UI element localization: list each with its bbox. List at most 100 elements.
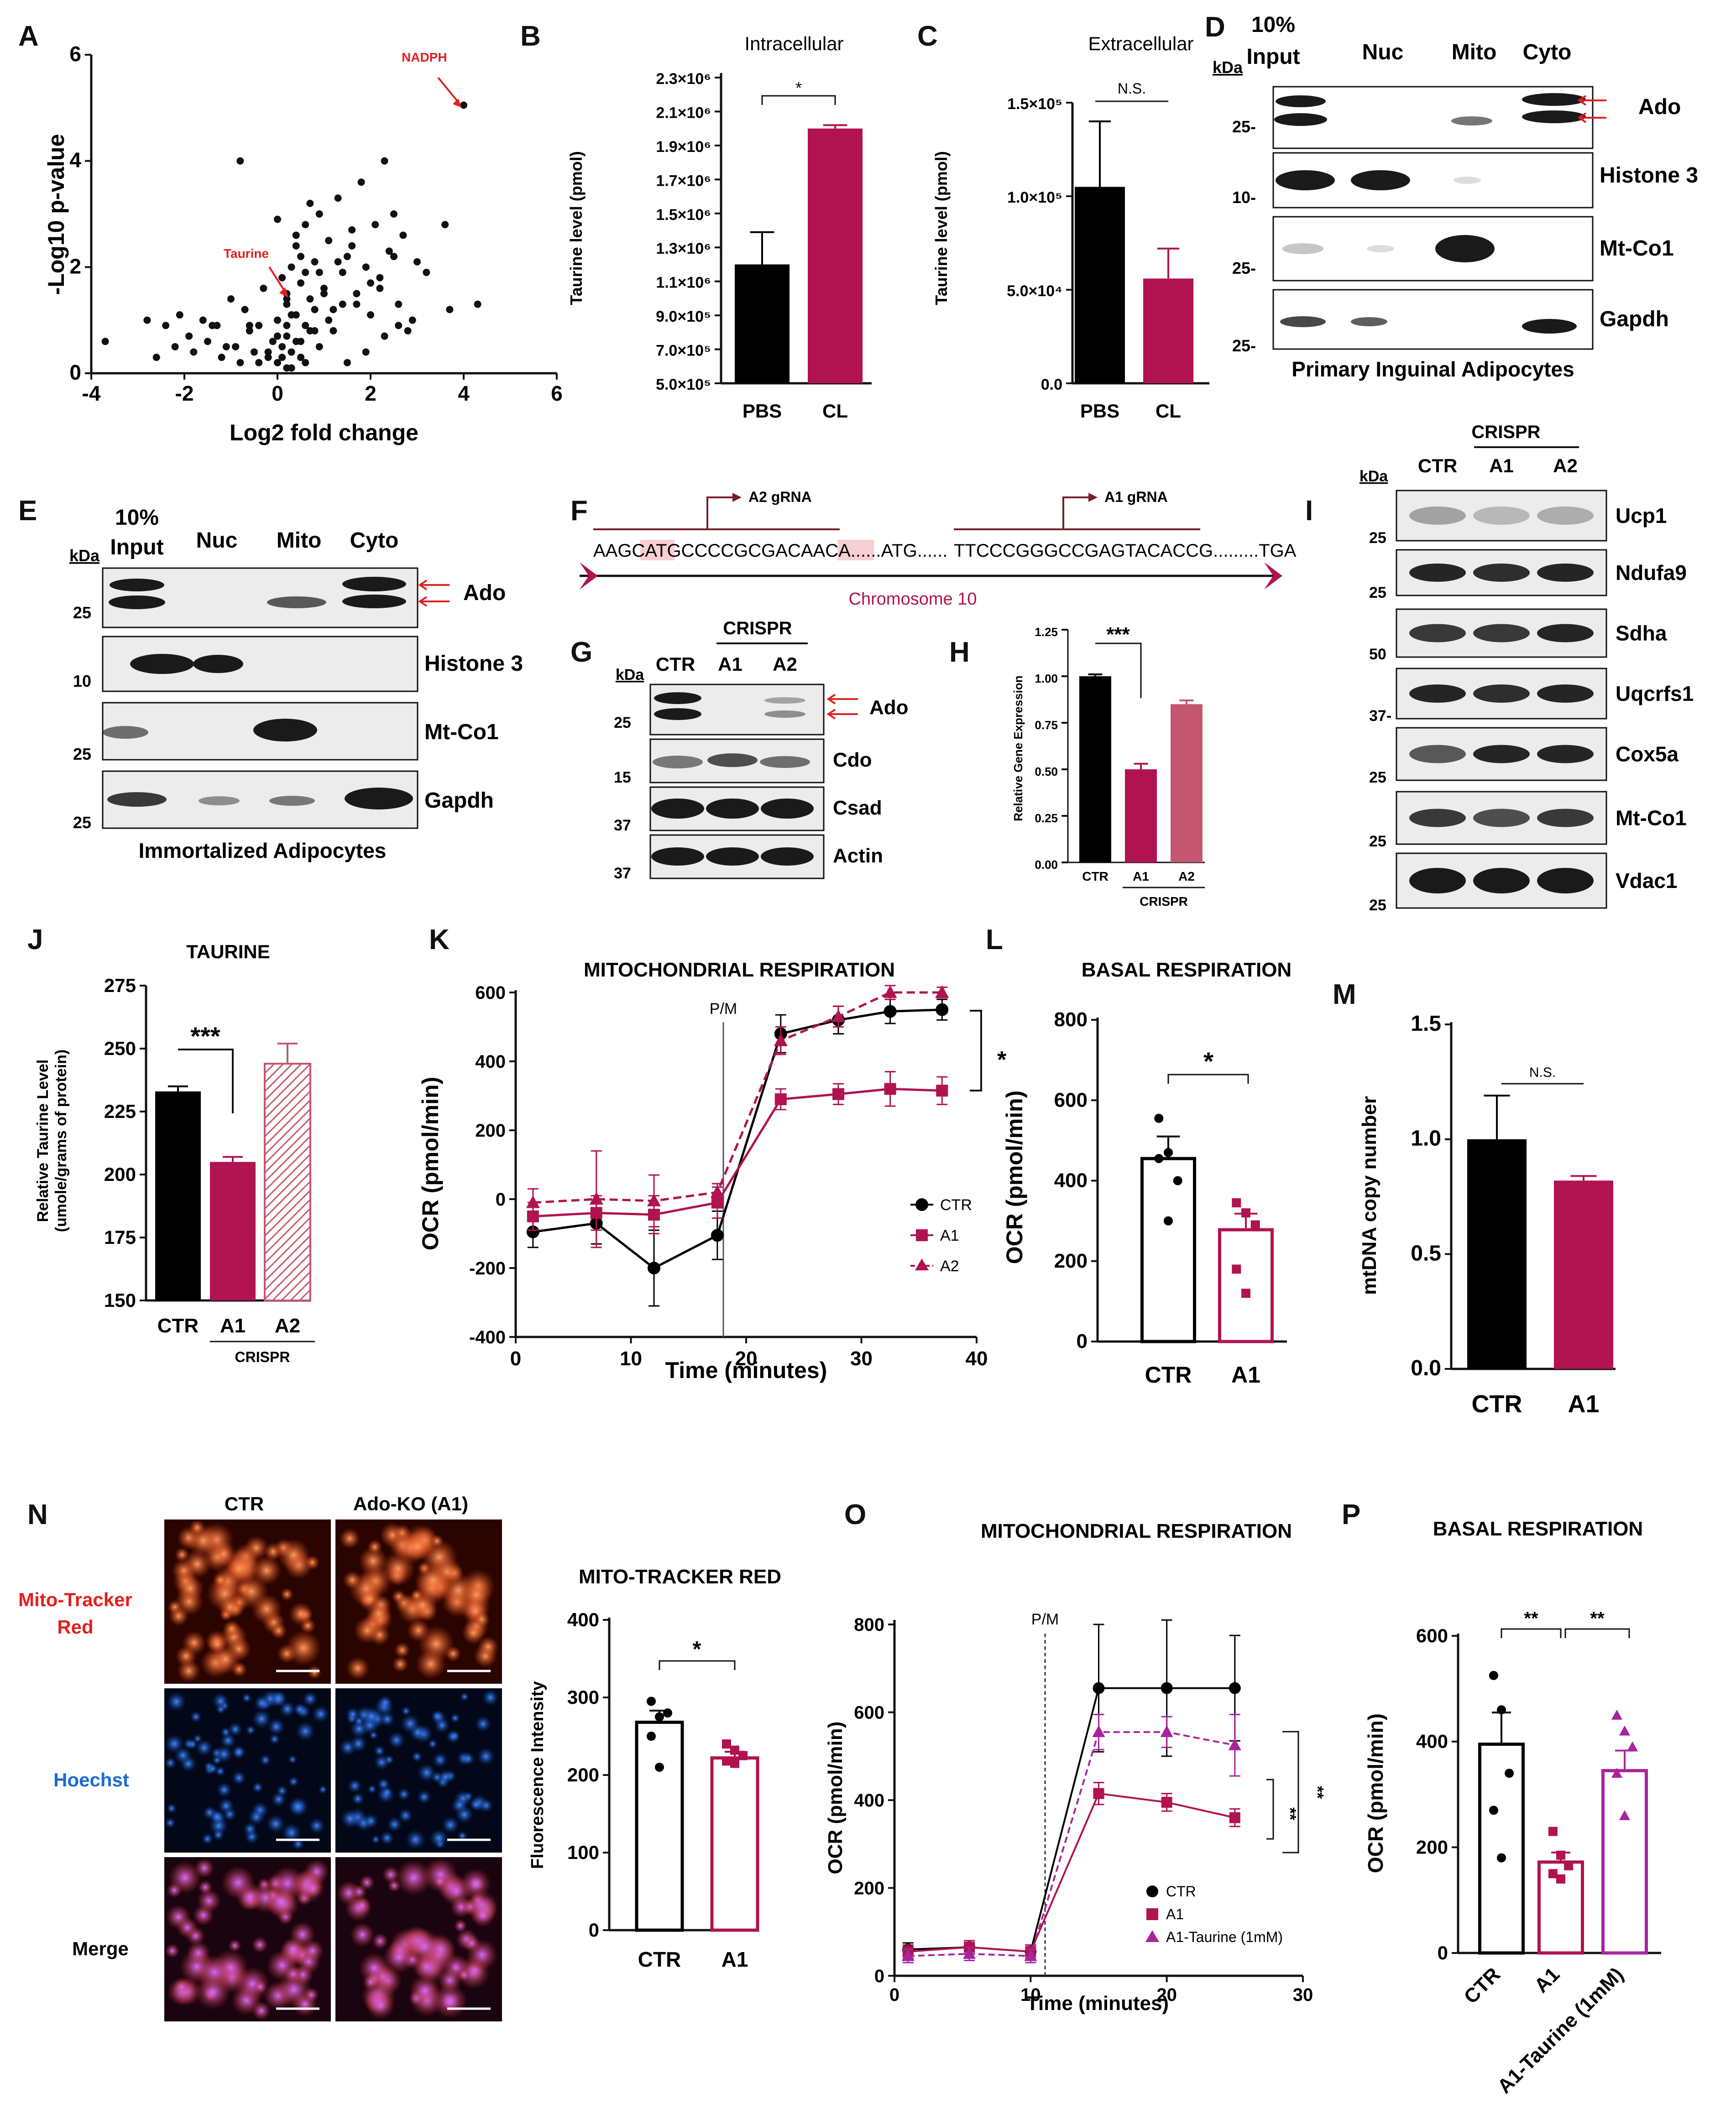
band (1409, 745, 1466, 763)
panel-k-title: MITOCHONDRIAL RESPIRATION (584, 959, 895, 981)
panel-h: 0.00 0.25 0.50 0.75 1.00 1.25 Relative Gene E… (1011, 623, 1205, 908)
panel-h-cat-a1: A1 (1133, 869, 1149, 883)
panel-e-row-histone3: Histone 3 (424, 652, 523, 676)
cell (432, 1983, 467, 2019)
panel-n-ytick-label: 300 (567, 1686, 599, 1708)
panel-n-title: MITO-TRACKER RED (579, 1566, 781, 1588)
volcano-point (199, 316, 207, 324)
cell (270, 1623, 287, 1639)
panel-p-ytick-label: 400 (1416, 1731, 1448, 1752)
volcano-point (274, 359, 281, 366)
cell (207, 1763, 218, 1775)
band (345, 788, 413, 809)
panel-c-bar (1143, 278, 1193, 383)
cell (387, 1817, 403, 1833)
band (1537, 624, 1594, 642)
panel-n-point (655, 1712, 664, 1722)
panel-l-cat-ctr: CTR (1145, 1362, 1192, 1388)
panel-k-xtick-label: 40 (966, 1347, 988, 1370)
cell (460, 1868, 492, 1900)
band (1409, 506, 1466, 525)
volcano-point (283, 322, 291, 329)
cell (212, 1829, 225, 1841)
panel-j-bar (264, 1063, 311, 1302)
panel-j-ytick-label: 150 (104, 1290, 136, 1311)
cell (195, 1739, 213, 1757)
panel-n-point (730, 1745, 739, 1755)
band (1473, 868, 1530, 893)
panel-g-kda: kDa (616, 666, 644, 684)
panel-b-bar (808, 128, 863, 384)
panel-h-crispr: CRISPR (1140, 894, 1188, 908)
cell (428, 1739, 438, 1749)
panel-i-kda: kDa (1360, 468, 1388, 485)
panel-j: TAURINE 150 175 200 225 250 275 Relative Taur… (34, 941, 315, 1365)
panel-d-kda: kDa (1213, 58, 1243, 77)
panel-i-row-label: Uqcrfs1 (1616, 682, 1694, 705)
panel-n-ytick-label: 400 (567, 1609, 599, 1630)
cell (259, 1754, 272, 1766)
volcano-point (371, 221, 379, 229)
band (269, 796, 315, 806)
panel-d-caption: Primary Inguinal Adipocytes (1292, 357, 1574, 381)
legend-ctr: CTR (1166, 1883, 1196, 1900)
panel-n-point (647, 1732, 656, 1741)
volcano-point (241, 306, 249, 313)
panel-d-kda-2: 10- (1232, 188, 1256, 207)
band (1276, 95, 1326, 107)
panel-g-col-a2: A2 (773, 653, 797, 675)
panel-i-kda-label: 50 (1369, 646, 1386, 663)
volcano-point (311, 258, 319, 266)
cell (251, 2001, 271, 2021)
cell (401, 1706, 411, 1716)
volcano-point (302, 221, 309, 229)
volcano-point (334, 194, 342, 202)
panel-b-title: Intracellular (744, 33, 843, 54)
panel-o-point (1093, 1788, 1104, 1799)
panel-b-ytick-label: 5.0×10⁵ (656, 376, 711, 393)
sequence-right: TTCCCGGGCCGAGTACACCG.........TGA (954, 541, 1297, 561)
volcano-point (367, 311, 374, 319)
panel-d-row-gapdh: Gapdh (1600, 307, 1669, 331)
panel-a-xtick-label: 2 (365, 381, 376, 405)
volcano-point (292, 242, 300, 250)
cell (246, 1725, 256, 1735)
panel-g-row-csad: Csad (833, 797, 882, 819)
panel-f: A2 gRNA A1 gRNA AAGCATGCCCCGCGACAACA....… (580, 489, 1297, 609)
panel-j-bar (210, 1162, 256, 1300)
panel-m-ytick-label: 1.0 (1411, 1127, 1441, 1151)
panel-o-point (1161, 1682, 1173, 1694)
panel-p-point (1497, 1853, 1506, 1863)
panel-o-xtick-label: 30 (1293, 1985, 1313, 2005)
panel-l-ytick-label: 200 (1054, 1250, 1088, 1272)
panel-n-point (647, 1697, 656, 1706)
panel-letter-h: H (949, 637, 970, 668)
cell (475, 1715, 492, 1733)
volcano-point (297, 279, 304, 287)
panel-p-ytick-label: 0 (1438, 1942, 1448, 1963)
cell (227, 1556, 251, 1580)
band (193, 655, 243, 673)
panel-o-point (1228, 1738, 1241, 1750)
panel-letter-d: D (1205, 11, 1225, 43)
cell (460, 1692, 470, 1702)
panel-m-significance: N.S. (1529, 1065, 1556, 1080)
panel-e-kda-3: 25 (73, 745, 91, 763)
panel-o-ytick-label: 800 (854, 1615, 884, 1635)
panel-d-kda-1: 25- (1232, 117, 1256, 136)
panel-a-ytick-label: 2 (69, 254, 81, 278)
volcano-point (297, 354, 304, 361)
volcano-point (385, 247, 393, 255)
cell (431, 1710, 444, 1722)
band (764, 710, 805, 718)
blot-d-gapdh (1272, 289, 1594, 350)
panel-c-title: Extracellular (1088, 33, 1193, 54)
panel-a-xtick-label: 6 (551, 381, 563, 405)
panel-l-point (1154, 1113, 1164, 1123)
cell (378, 1695, 392, 1710)
legend-a1-taurine: A1-Taurine (1mM) (1166, 1929, 1283, 1945)
band (706, 799, 759, 819)
panel-i-row-label: Ucp1 (1616, 504, 1667, 527)
cell (288, 1776, 299, 1787)
panel-o-point (1024, 1949, 1037, 1961)
